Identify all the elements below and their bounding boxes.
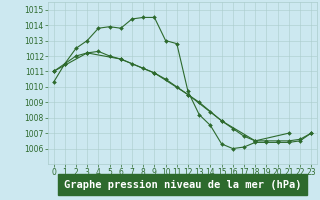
X-axis label: Graphe pression niveau de la mer (hPa): Graphe pression niveau de la mer (hPa)	[64, 180, 301, 190]
